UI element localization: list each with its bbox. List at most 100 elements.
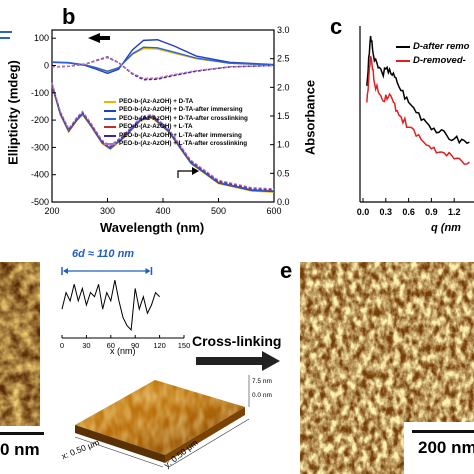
profile-x-tick-label: 120: [153, 341, 166, 350]
panel-c-legend: D-after remo D-removed-: [396, 40, 470, 68]
profile-x-tick-label: 60: [107, 341, 115, 350]
afm-3d-surface: [74, 375, 250, 468]
c-x-tick-label: 0.3: [380, 207, 393, 217]
profile-x-tick-label: 30: [82, 341, 90, 350]
x-tick-label: 600: [266, 206, 281, 216]
legend-entry: PEO-b-(Az-AzOH) + L-TA-after immersing: [104, 132, 248, 140]
panel-b-chart: 200 300 400 500 600 100 0 -100 -200 -300 -400 -500 3…: [31, 25, 290, 216]
cd-series-line: [51, 46, 275, 73]
legend-text: PEO-b-(Az-AzOH) + D-TA-after immersing: [119, 106, 243, 114]
cross-linking-label: Cross-linking: [192, 333, 282, 349]
x-tick-label: 500: [211, 206, 226, 216]
panel-c-xlabel-text: q (nm: [431, 222, 461, 234]
cd-series-line: [51, 56, 275, 81]
panel-d-scale-box: 0 nm: [0, 426, 48, 474]
legend-text: PEO-b-(Az-AzOH) + L-TA-after immersing: [119, 131, 242, 139]
cd-series-line: [51, 47, 275, 72]
afm-texture-right: [300, 262, 474, 474]
legend-entry: PEO-b-(Az-AzOH) + D-TA-after immersing: [104, 106, 248, 114]
y-left-tick-label: -100: [31, 88, 49, 98]
profile-annotation: 6d ≈ 110 nm: [72, 248, 134, 260]
legend-entry: PEO-b-(Az-AzOH) + L-TA-after crosslinkin…: [104, 140, 248, 148]
panel-e-scale-bar: [412, 430, 474, 433]
y-right-tick-label: 3.0: [277, 25, 290, 35]
partial-line-marks: [0, 31, 12, 39]
ylabel-right-text: Absorbance: [302, 79, 318, 156]
panel-c-xlabel: q (nm: [431, 222, 461, 234]
c-series-line: [366, 55, 470, 165]
cd-series-line: [51, 56, 275, 80]
c-legend-entry: D-removed-: [396, 54, 470, 68]
y-right-tick-label: 1.5: [277, 111, 290, 121]
profile-x-tick-label: 150: [178, 341, 190, 350]
panel-b-ylabel-right: Absorbance: [303, 58, 318, 178]
c-legend-text: D-after remo: [413, 41, 470, 52]
y-right-tick-label: 1.0: [277, 140, 290, 150]
profile-xlabel: x (nm): [110, 346, 136, 356]
cd-series-line: [51, 39, 275, 75]
y-right-tick-label: 0.0: [277, 197, 290, 207]
y-left-tick-label: -500: [31, 197, 49, 207]
afm-surface-front-right: [165, 407, 245, 463]
legend-swatch: [104, 143, 116, 146]
panel-e-scale-box: 200 nm: [404, 422, 474, 474]
y-right-tick-label: 2.5: [277, 54, 290, 64]
legend-text: PEO-b-(Az-AzOH) + D-TA-after crosslinkin…: [119, 114, 248, 122]
legend-text: PEO-b-(Az-AzOH) + L-TA-after crosslinkin…: [119, 140, 248, 148]
cross-linking-arrow: [196, 351, 280, 371]
profile-x-tick-label: 90: [131, 341, 139, 350]
panel-b-ylabel-left: Ellipticity (mdeg): [6, 48, 21, 178]
c-legend-swatch: [396, 60, 410, 62]
c-series-line: [366, 35, 470, 145]
panel-c-chart: 0.0 0.3 0.6 0.9 1.2: [357, 26, 474, 217]
legend-swatch: [104, 126, 116, 129]
legend-entry: PEO-b-(Az-AzOH) + L-TA: [104, 123, 248, 131]
profile-x-tick-label: 0: [60, 341, 64, 350]
c-x-tick-label: 1.2: [448, 207, 461, 217]
left-partial-figure: [0, 22, 14, 52]
c-x-tick-label: 0.9: [425, 207, 438, 217]
legend-swatch: [104, 134, 116, 137]
profile-annotation-text: 6d ≈ 110 nm: [72, 248, 135, 260]
y-right-tick-label: 2.0: [277, 82, 290, 92]
profile-chart: 0 30 60 90 120 150: [60, 267, 190, 350]
legend-entry: PEO-b-(Az-AzOH) + D-TA-after crosslinkin…: [104, 115, 248, 123]
legend-entry: PEO-b-(Az-AzOH) + D-TA: [104, 98, 248, 106]
right-axis-arrow-line: [177, 170, 192, 178]
cd-series-line: [51, 56, 275, 80]
legend-swatch: [104, 118, 116, 121]
panel-c-label: c: [330, 14, 343, 39]
panel-e-afm-image: [300, 262, 474, 474]
panel-b-xlabel: Wavelength (nm): [100, 220, 205, 235]
span-arrow-right: [145, 268, 151, 274]
x-tick-label: 300: [100, 206, 115, 216]
y-left-tick-label: 0: [44, 60, 49, 70]
c-legend-text: D-removed-: [413, 55, 466, 66]
panel-e-scale-label: 200 nm: [418, 438, 474, 457]
absorbance-series-line: [51, 82, 275, 190]
legend-text: PEO-b-(Az-AzOH) + L-TA: [119, 123, 193, 131]
legend-swatch: [104, 101, 116, 104]
c-legend-swatch: [396, 46, 410, 48]
z-tick-top: 7.5 nm: [252, 378, 272, 385]
ylabel-left-text: Ellipticity (mdeg): [5, 60, 21, 165]
panel-d-scale-bar: [0, 432, 44, 435]
panel-b-legend: PEO-b-(Az-AzOH) + D-TA PEO-b-(Az-AzOH) + …: [104, 98, 248, 148]
x-tick-label: 200: [44, 206, 59, 216]
y-left-tick-label: -200: [31, 115, 49, 125]
c-x-tick-label: 0.0: [357, 207, 370, 217]
afm-surface-front-left: [75, 425, 165, 463]
y-right-tick-label: 0.5: [277, 168, 290, 178]
profile-line: [61, 280, 160, 331]
y-left-tick-label: -400: [31, 170, 49, 180]
panel-d-scale-label: 0 nm: [0, 440, 40, 459]
legend-swatch: [104, 109, 116, 112]
x-tick-label: 400: [155, 206, 170, 216]
right-axis-arrow-head: [192, 167, 199, 175]
c-legend-entry: D-after remo: [396, 40, 470, 54]
y-left-tick-label: 100: [34, 33, 49, 43]
legend-text: PEO-b-(Az-AzOH) + D-TA: [119, 98, 194, 105]
left-axis-arrow: [88, 33, 110, 43]
z-tick-bottom: 0.0 nm: [252, 392, 272, 399]
panel-e-label: e: [280, 258, 293, 283]
